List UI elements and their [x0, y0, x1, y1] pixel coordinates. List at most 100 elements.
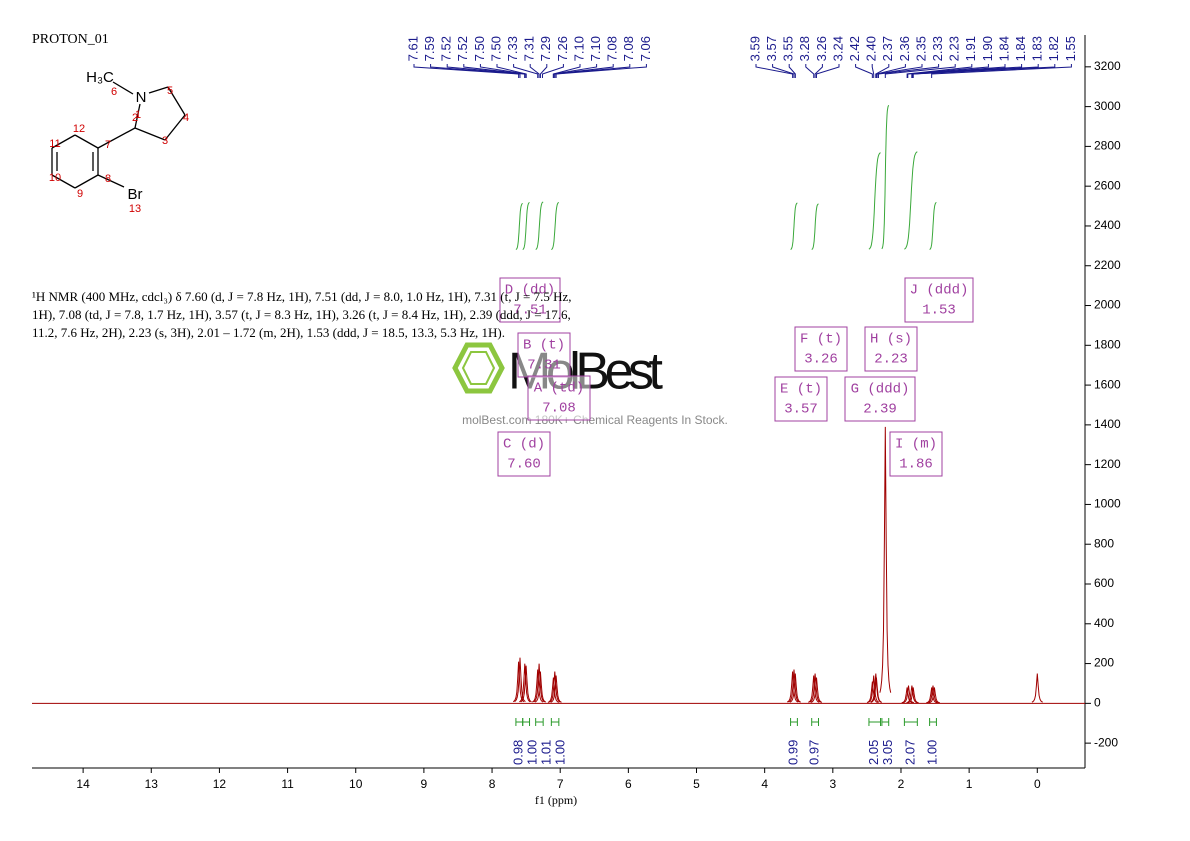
- peak-label: 1.82: [1046, 36, 1061, 61]
- multiplet-label: H (s): [870, 332, 912, 348]
- peak-label: 7.10: [588, 36, 603, 61]
- integral-curve: [551, 201, 560, 250]
- x-tick-label: 0: [1034, 777, 1041, 791]
- peak: [926, 687, 938, 704]
- peak-connector: [907, 64, 989, 78]
- peak-label: 2.33: [930, 36, 945, 61]
- atom-label: 7: [105, 139, 111, 151]
- peak-connector: [496, 64, 527, 78]
- peak-connector: [815, 64, 840, 78]
- watermark-logo-inner: [461, 351, 496, 385]
- multiplet-shift: 1.53: [922, 303, 956, 319]
- peak: [534, 671, 547, 703]
- multiplet-shift: 2.39: [863, 402, 897, 418]
- peak-connector: [772, 64, 795, 78]
- integral-range: [535, 718, 544, 726]
- peak: [550, 675, 562, 703]
- integral-range: [903, 718, 918, 726]
- peak-label: 2.42: [847, 36, 862, 61]
- atom-label: 2: [132, 112, 138, 124]
- multiplet-label: G (ddd): [851, 382, 910, 398]
- peak-label: 3.55: [781, 36, 796, 61]
- y-tick-label: 2200: [1094, 258, 1121, 272]
- peak-connector: [788, 64, 796, 78]
- atom-label: 8: [105, 173, 111, 185]
- x-tick-label: 10: [349, 777, 363, 791]
- integral-curve: [522, 201, 530, 250]
- integral-label: 1.00: [525, 740, 540, 765]
- multiplet-shift: 7.08: [542, 401, 576, 417]
- multiplet-label: B (t): [523, 338, 565, 354]
- multiplet-box: [497, 431, 551, 477]
- peak: [1031, 673, 1043, 703]
- y-tick-label: 0: [1094, 696, 1101, 710]
- peak-connector: [855, 64, 873, 78]
- peak-connector: [931, 64, 1072, 78]
- peak-connector: [554, 64, 631, 78]
- peak-label: 1.84: [1013, 36, 1028, 61]
- integral-range: [550, 718, 560, 726]
- peak: [533, 663, 545, 703]
- integral-label: 1.01: [539, 740, 554, 765]
- multiplet-shift: 7.60: [507, 457, 541, 473]
- multiplet-label: A (td): [534, 381, 584, 397]
- multiplet-shift: 1.86: [899, 457, 933, 473]
- x-tick-label: 11: [281, 777, 294, 791]
- integral-range: [881, 718, 890, 726]
- integral-label: 2.07: [902, 740, 917, 765]
- peak: [808, 675, 820, 703]
- peak: [788, 669, 800, 703]
- y-tick-label: 1200: [1094, 457, 1121, 471]
- atom-label: 6: [111, 86, 117, 98]
- peak-connector: [876, 64, 923, 78]
- multiplet-shift: 3.57: [784, 402, 818, 418]
- integral-curve: [515, 202, 523, 250]
- x-tick-label: 6: [625, 777, 632, 791]
- y-tick-label: 3000: [1094, 99, 1121, 113]
- peak: [868, 675, 880, 703]
- peak-connector: [552, 64, 598, 78]
- peak-connector: [912, 64, 1056, 78]
- peak-label: 1.55: [1063, 36, 1078, 61]
- integral-range: [811, 718, 820, 726]
- peak-label: 2.36: [897, 36, 912, 61]
- peak-label: 7.08: [605, 36, 620, 61]
- y-tick-label: 2000: [1094, 298, 1121, 312]
- integral-curve: [790, 202, 798, 250]
- peak-label: 7.52: [455, 36, 470, 61]
- peak-label: 7.33: [505, 36, 520, 61]
- peak-connector: [413, 64, 520, 78]
- peak: [547, 677, 560, 703]
- x-tick-label: 4: [761, 777, 768, 791]
- peak-connector: [805, 64, 815, 78]
- atom-label: H₃C: [86, 69, 114, 86]
- y-tick-label: 200: [1094, 656, 1114, 670]
- y-tick-label: 600: [1094, 576, 1114, 590]
- peak-label: 3.57: [764, 36, 779, 61]
- multiplet-box: [517, 332, 571, 378]
- integral-range: [515, 718, 524, 726]
- peak-label: 7.10: [571, 36, 586, 61]
- peak-label: 1.91: [963, 36, 978, 61]
- peak: [786, 671, 799, 703]
- peak-connector: [539, 64, 548, 78]
- peak: [907, 687, 919, 704]
- x-tick-label: 2: [898, 777, 905, 791]
- multiplet-label: E (t): [780, 382, 822, 398]
- x-tick-label: 3: [829, 777, 836, 791]
- y-tick-label: 3200: [1094, 59, 1121, 73]
- peak-connector: [814, 64, 823, 78]
- atom-label: 12: [73, 123, 85, 135]
- x-axis-label: f1 (ppm): [535, 793, 577, 807]
- integral-curve: [535, 201, 544, 250]
- multiplet-shift: 2.23: [874, 352, 908, 368]
- peak-label: 7.08: [621, 36, 636, 61]
- peak-connector: [875, 64, 906, 78]
- atom-label: N: [136, 89, 147, 106]
- peak-label: 2.35: [913, 36, 928, 61]
- peak-label: 1.84: [996, 36, 1011, 61]
- y-tick-label: 1000: [1094, 497, 1121, 511]
- peak: [901, 687, 913, 704]
- integral-curve: [868, 152, 881, 250]
